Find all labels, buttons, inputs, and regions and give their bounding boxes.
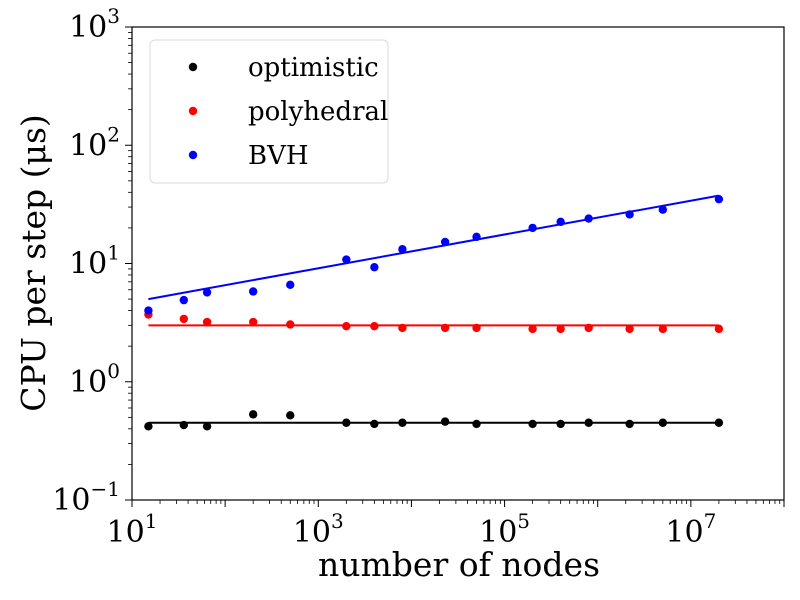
data-point-optimistic — [144, 422, 153, 431]
data-point-optimistic — [472, 419, 481, 429]
legend-marker-polyhedral — [188, 106, 198, 116]
data-point-optimistic — [440, 417, 450, 426]
data-point-polyhedral — [658, 324, 668, 334]
plot-area — [144, 194, 724, 431]
y-tick-label: 100 — [69, 359, 120, 400]
data-point-bvh — [286, 280, 295, 290]
data-point-bvh — [528, 223, 537, 233]
data-point-optimistic — [714, 418, 724, 427]
y-axis-label: CPU per step (μs) — [14, 114, 53, 412]
data-point-optimistic — [528, 419, 537, 429]
data-point-optimistic — [342, 418, 351, 427]
x-tick-label: 103 — [293, 509, 344, 550]
legend: optimistic polyhedral BVH — [149, 39, 389, 184]
data-point-polyhedral — [714, 324, 724, 334]
legend-box — [149, 39, 389, 184]
data-point-polyhedral — [398, 323, 407, 333]
data-point-optimistic — [286, 411, 295, 420]
data-point-polyhedral — [202, 317, 212, 327]
data-point-polyhedral — [248, 317, 258, 327]
data-point-bvh — [398, 245, 407, 254]
data-point-optimistic — [248, 410, 258, 419]
fit-line-bvh — [148, 194, 720, 301]
data-point-optimistic — [202, 422, 212, 431]
legend-marker-bvh — [188, 150, 198, 160]
legend-label-polyhedral: polyhedral — [248, 97, 388, 127]
data-point-bvh — [202, 288, 212, 297]
data-point-bvh — [556, 217, 565, 227]
data-point-bvh — [370, 263, 379, 272]
data-point-polyhedral — [625, 324, 634, 334]
data-point-bvh — [625, 210, 634, 219]
legend-label-optimistic: optimistic — [248, 53, 379, 83]
y-tick-label: 102 — [69, 122, 120, 163]
y-tick-label: 103 — [69, 4, 120, 45]
data-point-optimistic — [556, 419, 565, 429]
x-tick-label: 107 — [665, 509, 716, 550]
data-point-polyhedral — [528, 324, 537, 334]
data-point-bvh — [144, 306, 153, 315]
data-point-polyhedral — [286, 320, 295, 329]
data-point-optimistic — [370, 419, 379, 429]
data-point-polyhedral — [342, 321, 351, 331]
data-point-polyhedral — [556, 324, 565, 334]
data-point-polyhedral — [370, 321, 379, 331]
axes: 101 103 105 107 10−1 100 101 102 103 — [52, 4, 785, 550]
legend-label-bvh: BVH — [248, 141, 309, 171]
data-point-bvh — [248, 287, 258, 296]
data-point-bvh — [472, 232, 481, 242]
data-point-bvh — [714, 194, 724, 204]
data-point-bvh — [584, 214, 593, 223]
data-point-polyhedral — [440, 323, 450, 333]
x-axis-label: number of nodes — [318, 545, 600, 584]
data-point-optimistic — [179, 420, 189, 430]
data-point-polyhedral — [179, 314, 189, 324]
x-tick-label: 105 — [479, 509, 530, 550]
y-tick-label: 10−1 — [52, 477, 120, 518]
data-point-bvh — [440, 237, 450, 247]
data-point-polyhedral — [472, 323, 481, 333]
data-point-optimistic — [658, 418, 668, 427]
data-point-optimistic — [584, 418, 593, 427]
x-tick-label: 101 — [107, 509, 158, 550]
data-point-optimistic — [398, 418, 407, 427]
data-point-bvh — [179, 295, 189, 305]
data-point-polyhedral — [584, 323, 593, 333]
data-point-bvh — [658, 205, 668, 214]
data-point-optimistic — [625, 419, 634, 429]
data-point-bvh — [342, 255, 351, 264]
legend-marker-optimistic — [188, 62, 198, 72]
y-tick-label: 101 — [69, 241, 120, 282]
